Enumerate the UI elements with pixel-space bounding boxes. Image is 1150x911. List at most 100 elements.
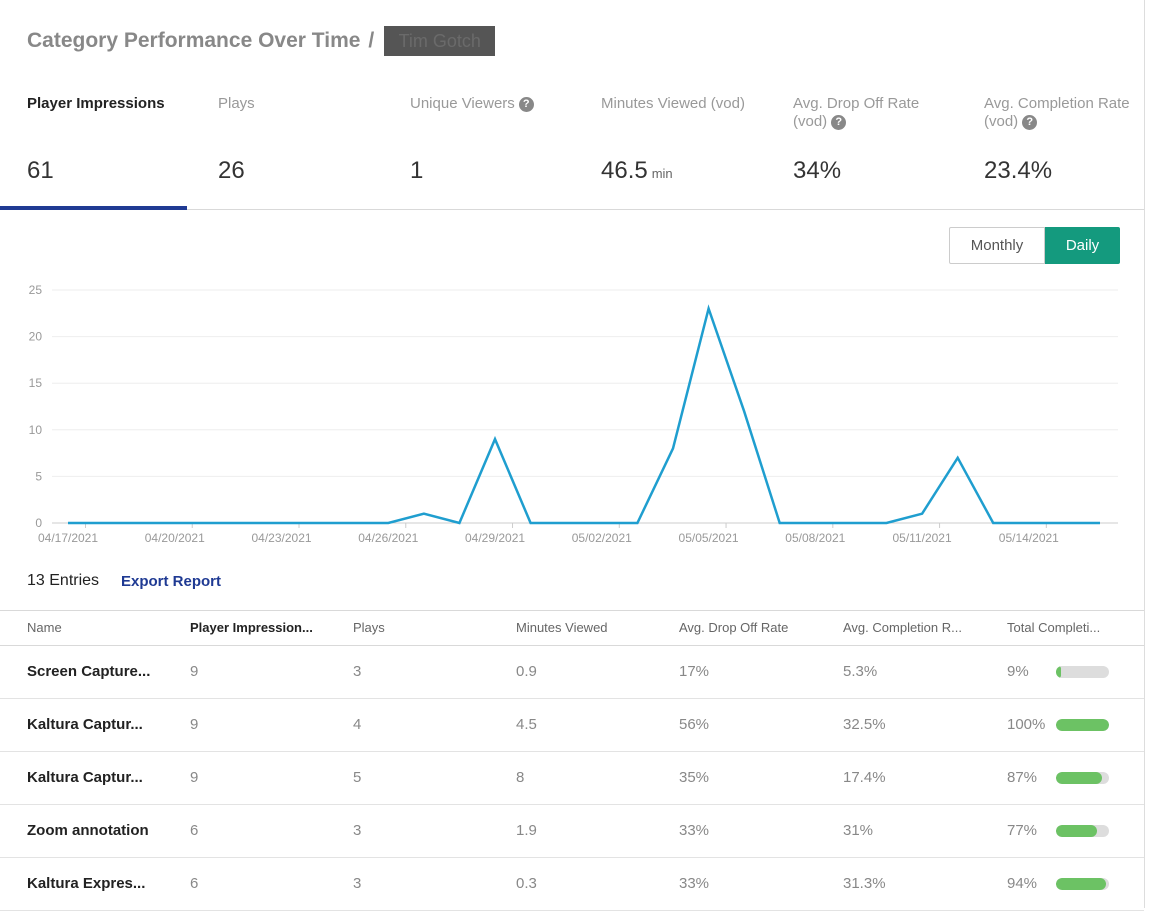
tab-unique-viewers[interactable]: Unique Viewers? 1 — [383, 85, 570, 209]
cell-plays: 3 — [353, 875, 362, 892]
table-row[interactable]: Zoom annotation 6 3 1.9 33% 31% 77% — [0, 805, 1144, 858]
tab-label: Avg. Drop Off Rate (vod)? — [793, 95, 943, 131]
cell-completion: 17.4% — [843, 769, 886, 786]
help-icon[interactable]: ? — [831, 114, 847, 130]
tab-value: 23.4% — [984, 157, 1052, 185]
x-tick-label: 04/29/2021 — [465, 531, 525, 545]
tab-minutes-viewed[interactable]: Minutes Viewed (vod) 46.5 min — [574, 85, 761, 209]
x-tick-label: 05/02/2021 — [572, 531, 632, 545]
cell-name[interactable]: Kaltura Captur... — [27, 769, 143, 786]
cell-completion: 31.3% — [843, 875, 886, 892]
table-header: Name Player Impression... Plays Minutes Vie… — [0, 610, 1144, 646]
col-total-completion-header[interactable]: Total Completi... — [1007, 620, 1101, 635]
y-tick-label: 0 — [35, 516, 42, 530]
cell-name[interactable]: Kaltura Expres... — [27, 875, 146, 892]
col-name-header[interactable]: Name — [27, 620, 62, 635]
col-avg-completion-rate-header[interactable]: Avg. Completion R... — [843, 620, 962, 635]
breadcrumb-separator: / — [368, 29, 375, 52]
cell-name[interactable]: Zoom annotation — [27, 822, 149, 839]
redacted-category-name: Tim Gotch — [384, 26, 496, 56]
tab-value: 46.5 min — [601, 157, 673, 185]
tab-label-text: Avg. Completion Rate (vod) — [984, 95, 1130, 130]
cell-drop-off: 33% — [679, 875, 710, 892]
completion-progress-fill — [1056, 666, 1061, 678]
cell-drop-off: 56% — [679, 716, 710, 733]
tab-value-number: 1 — [410, 157, 424, 184]
completion-progress-bar — [1056, 719, 1109, 731]
cell-minutes: 0.9 — [516, 663, 537, 680]
help-icon[interactable]: ? — [518, 96, 534, 112]
completion-progress-bar — [1056, 666, 1109, 678]
cell-drop-off: 33% — [679, 822, 710, 839]
table-row[interactable]: Kaltura Expres... 6 3 0.3 33% 31.3% 94% — [0, 858, 1144, 911]
cell-drop-off: 35% — [679, 769, 710, 786]
help-icon[interactable]: ? — [1022, 114, 1038, 130]
tab-avg-completion-rate[interactable]: Avg. Completion Rate (vod)? 23.4% — [957, 85, 1144, 209]
table-row[interactable]: Kaltura Captur... 9 4 4.5 56% 32.5% 100% — [0, 699, 1144, 752]
tab-value: 1 — [410, 157, 423, 185]
y-tick-label: 10 — [29, 423, 43, 437]
cell-impressions: 9 — [190, 716, 199, 733]
col-avg-drop-off-rate-header[interactable]: Avg. Drop Off Rate — [679, 620, 789, 635]
cell-plays: 3 — [353, 663, 362, 680]
tab-label-text: Plays — [218, 95, 255, 112]
col-plays-header[interactable]: Plays — [353, 620, 385, 635]
cell-completion: 5.3% — [843, 663, 878, 680]
monthly-button[interactable]: Monthly — [949, 227, 1045, 264]
x-tick-label: 05/14/2021 — [999, 531, 1059, 545]
completion-progress-bar — [1056, 772, 1109, 784]
tab-label-text: Avg. Drop Off Rate (vod) — [793, 95, 920, 130]
cell-plays: 3 — [353, 822, 362, 839]
x-tick-label: 04/20/2021 — [145, 531, 205, 545]
completion-progress-fill — [1056, 772, 1103, 784]
cell-impressions: 9 — [190, 769, 199, 786]
tab-label: Player Impressions — [27, 95, 177, 113]
export-report-link[interactable]: Export Report — [121, 573, 222, 590]
tab-value-number: 26 — [218, 157, 245, 184]
frame-border — [1144, 0, 1145, 908]
completion-progress-bar — [1056, 825, 1109, 837]
tab-value-unit: min — [651, 166, 673, 181]
entries-table: Name Player Impression... Plays Minutes Vie… — [0, 610, 1144, 911]
cell-total: 100% — [1007, 716, 1046, 733]
cell-minutes: 1.9 — [516, 822, 537, 839]
cell-name[interactable]: Kaltura Captur... — [27, 716, 143, 733]
tab-plays[interactable]: Plays 26 — [191, 85, 378, 209]
entries-count: 13 Entries — [27, 572, 100, 589]
table-row[interactable]: Kaltura Captur... 9 5 8 35% 17.4% 87% — [0, 752, 1144, 805]
active-tab-indicator — [0, 206, 187, 210]
table-row[interactable]: Screen Capture... 9 3 0.9 17% 5.3% 9% — [0, 646, 1144, 699]
completion-progress-fill — [1056, 878, 1106, 890]
tab-label-text: Minutes Viewed (vod) — [601, 95, 745, 112]
tab-value: 34% — [793, 157, 841, 185]
completion-progress-fill — [1056, 719, 1109, 731]
tab-label: Unique Viewers? — [410, 95, 560, 113]
cell-minutes: 4.5 — [516, 716, 537, 733]
cell-completion: 32.5% — [843, 716, 886, 733]
col-minutes-viewed-header[interactable]: Minutes Viewed — [516, 620, 608, 635]
cell-completion: 31% — [843, 822, 874, 839]
tab-value-number: 34% — [793, 157, 842, 184]
cell-name[interactable]: Screen Capture... — [27, 663, 151, 680]
tab-value: 26 — [218, 157, 245, 185]
cell-total: 9% — [1007, 663, 1029, 680]
daily-button[interactable]: Daily — [1045, 227, 1120, 264]
page-title: Category Performance Over Time — [27, 29, 361, 52]
completion-progress-fill — [1056, 825, 1097, 837]
tab-value-number: 46.5 — [601, 157, 648, 184]
tab-avg-drop-off-rate[interactable]: Avg. Drop Off Rate (vod)? 34% — [766, 85, 953, 209]
cell-total: 77% — [1007, 822, 1038, 839]
cell-minutes: 0.3 — [516, 875, 537, 892]
col-player-impressions-header[interactable]: Player Impression... — [190, 620, 313, 635]
y-tick-label: 5 — [35, 469, 42, 483]
cell-plays: 5 — [353, 769, 362, 786]
period-toggle: Monthly Daily — [949, 227, 1120, 264]
table-body: Screen Capture... 9 3 0.9 17% 5.3% 9% Kaltura C… — [0, 646, 1144, 911]
cell-total: 87% — [1007, 769, 1038, 786]
tab-label-text: Player Impressions — [27, 95, 165, 112]
cell-minutes: 8 — [516, 769, 525, 786]
cell-impressions: 9 — [190, 663, 199, 680]
tab-player-impressions[interactable]: Player Impressions 61 — [0, 85, 187, 210]
x-tick-label: 05/08/2021 — [785, 531, 845, 545]
x-tick-label: 04/17/2021 — [38, 531, 98, 545]
